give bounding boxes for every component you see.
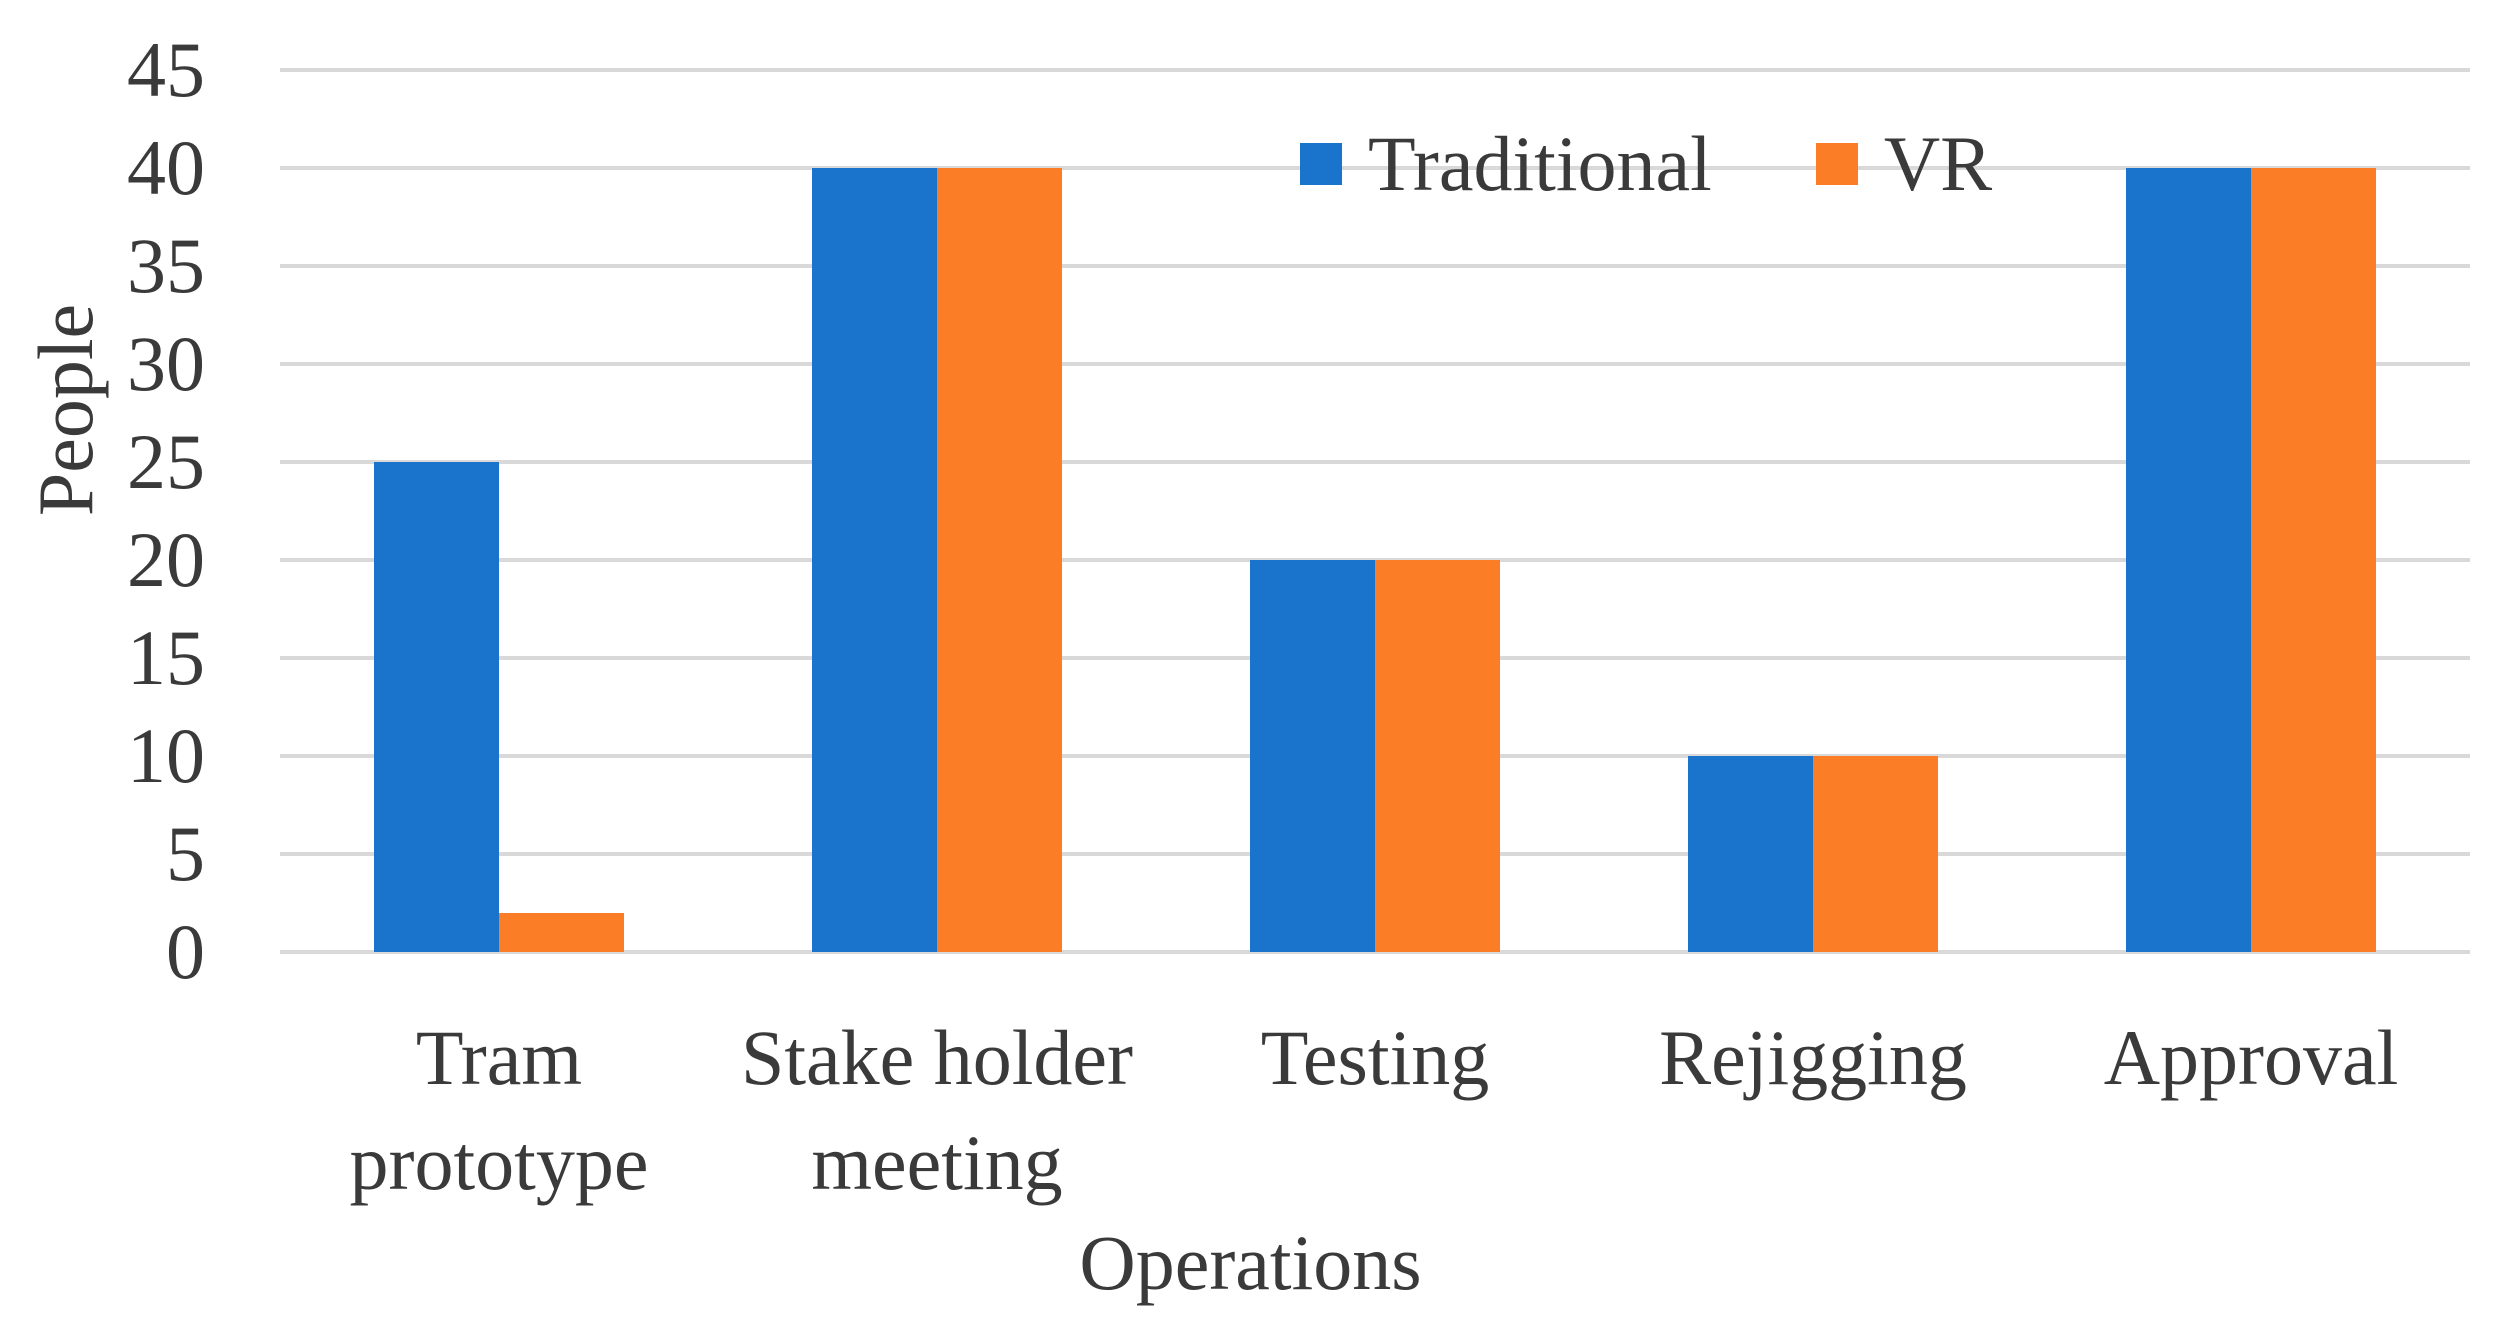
gridline-45: [280, 68, 2470, 72]
y-tick-label-10: 10: [127, 712, 205, 799]
legend-swatch-vr: [1815, 143, 1858, 185]
y-tick-label-20: 20: [127, 516, 205, 603]
bar-vr-stake-holder-meeting: [937, 168, 1062, 952]
gridline-25: [280, 460, 2470, 464]
bar-traditional-rejigging: [1688, 756, 1813, 952]
x-category-label-tram-prototype: Tram prototype: [349, 1014, 649, 1207]
legend: Traditional VR: [1300, 124, 1992, 204]
gridline-30: [280, 362, 2470, 366]
y-tick-label-15: 15: [127, 614, 205, 701]
x-axis-title: Operations: [1079, 1219, 1422, 1306]
y-tick-label-30: 30: [127, 320, 205, 407]
y-tick-label-35: 35: [127, 222, 205, 309]
y-tick-label-45: 45: [127, 26, 205, 113]
bar-traditional-testing: [1250, 560, 1375, 952]
x-category-label-rejigging: Rejigging: [1659, 1014, 1967, 1101]
gridline-35: [280, 264, 2470, 268]
legend-item-vr: VR: [1815, 120, 1993, 207]
legend-item-traditional: Traditional: [1300, 124, 1712, 204]
bar-vr-rejigging: [1813, 756, 1938, 952]
x-category-label-approval: Approval: [2103, 1014, 2399, 1101]
x-category-label-testing: Testing: [1260, 1014, 1490, 1101]
bar-vr-testing: [1375, 560, 1500, 952]
bar-traditional-tram-prototype: [374, 462, 499, 952]
bar-traditional-approval: [2126, 168, 2251, 952]
legend-swatch-traditional: [1300, 143, 1342, 185]
y-tick-label-25: 25: [127, 418, 205, 505]
gridline-40: [280, 166, 2470, 170]
y-tick-label-0: 0: [166, 908, 205, 995]
legend-label-vr: VR: [1883, 120, 1993, 207]
y-tick-label-40: 40: [127, 124, 205, 211]
x-category-label-stake-holder-meeting: Stake holder meeting: [740, 1014, 1134, 1207]
gridline-0: [280, 950, 2470, 954]
bar-traditional-stake-holder-meeting: [812, 168, 937, 952]
plot-area: [280, 68, 2470, 954]
bar-vr-approval: [2251, 168, 2376, 952]
y-tick-label-5: 5: [166, 810, 205, 897]
bar-vr-tram-prototype: [499, 912, 624, 952]
legend-label-traditional: Traditional: [1368, 120, 1712, 207]
